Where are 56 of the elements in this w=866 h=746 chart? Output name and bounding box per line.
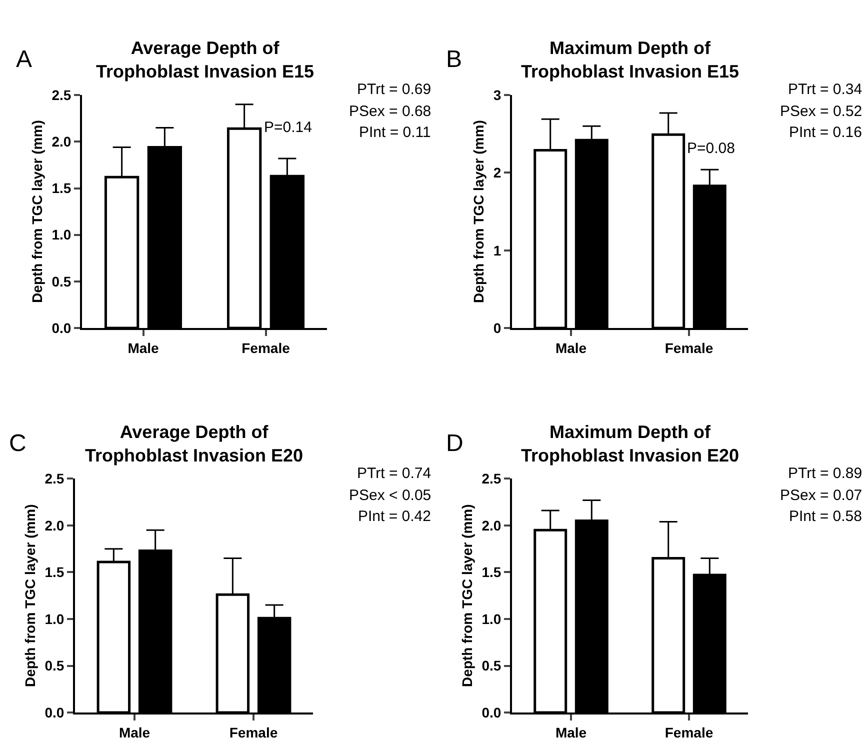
x-tick-label: Female bbox=[242, 340, 290, 356]
x-tick-label: Male bbox=[555, 724, 587, 740]
x-tick-label: Female bbox=[664, 340, 714, 356]
text: PSex = 0.52 bbox=[780, 103, 862, 120]
y-tick-label: 2.5 bbox=[44, 470, 64, 487]
y-axis-title: Depth from TGC layer (mm) bbox=[28, 120, 45, 303]
y-tick-label: 1 bbox=[493, 242, 502, 258]
y-tick-label: 0.0 bbox=[482, 704, 502, 720]
y-tick-label: 1.0 bbox=[44, 610, 64, 627]
chart-title: Average Depth of Trophoblast Invasion E15 bbox=[96, 38, 314, 82]
y-tick-label: 1.0 bbox=[52, 226, 72, 243]
y-tick-label: 1.0 bbox=[482, 610, 502, 627]
text: PTrt = 0.69 bbox=[357, 81, 432, 98]
text: C bbox=[9, 430, 26, 457]
y-tick-label: 0.5 bbox=[482, 658, 502, 674]
y-tick-label: 2.0 bbox=[482, 517, 502, 534]
text: PSex < 0.05 bbox=[349, 487, 432, 504]
chart-title: Maximum Depth of Trophoblast Invasion E15 bbox=[521, 38, 740, 82]
annotation: P=0.14 bbox=[264, 119, 312, 136]
x-tick-label: Male bbox=[555, 340, 587, 356]
text: PTrt = 0.34 bbox=[788, 81, 862, 98]
text: PInt = 0.58 bbox=[789, 508, 862, 525]
y-tick-label: 1.5 bbox=[482, 564, 502, 580]
text: PTrt = 0.74 bbox=[357, 465, 432, 482]
y-tick-label: 1.5 bbox=[52, 180, 72, 196]
y-tick-label: 0 bbox=[493, 320, 502, 336]
annotation: P=0.08 bbox=[687, 140, 735, 157]
x-tick-label: Male bbox=[128, 340, 160, 356]
x-tick-label: Male bbox=[118, 724, 150, 740]
y-tick-label: 0.5 bbox=[44, 658, 64, 674]
text: PTrt = 0.89 bbox=[788, 465, 862, 482]
y-tick-label: 0.0 bbox=[52, 320, 72, 336]
chart-title: Maximum Depth of Trophoblast Invasion E20 bbox=[521, 422, 740, 466]
y-axis-title: Depth from TGC layer (mm) bbox=[470, 120, 487, 303]
chart-title: Average Depth of Trophoblast Invasion E20 bbox=[85, 422, 304, 466]
y-tick-label: 1.5 bbox=[44, 564, 64, 580]
x-tick-label: Female bbox=[229, 724, 278, 740]
text: PInt = 0.16 bbox=[789, 124, 862, 141]
y-tick-label: 2.0 bbox=[52, 134, 72, 150]
y-tick-label: 2.0 bbox=[44, 517, 64, 534]
y-tick-label: 3 bbox=[493, 86, 502, 103]
x-tick-label: Female bbox=[664, 724, 714, 740]
text: A bbox=[16, 46, 32, 73]
text: PInt = 0.11 bbox=[359, 124, 431, 141]
text: PInt = 0.42 bbox=[358, 508, 431, 525]
y-tick-label: 2 bbox=[493, 164, 502, 181]
y-axis-title: Depth from TGC layer (mm) bbox=[458, 504, 475, 688]
y-tick-label: 2.5 bbox=[482, 470, 502, 487]
y-axis-title: Depth from TGC layer (mm) bbox=[22, 504, 38, 688]
y-tick-label: 0.0 bbox=[44, 704, 64, 720]
text: B bbox=[446, 46, 462, 73]
text: D bbox=[446, 430, 464, 457]
text: PSex = 0.68 bbox=[349, 103, 432, 120]
y-tick-label: 0.5 bbox=[52, 273, 72, 290]
text: PSex = 0.07 bbox=[780, 487, 862, 504]
y-tick-label: 2.5 bbox=[52, 86, 72, 103]
